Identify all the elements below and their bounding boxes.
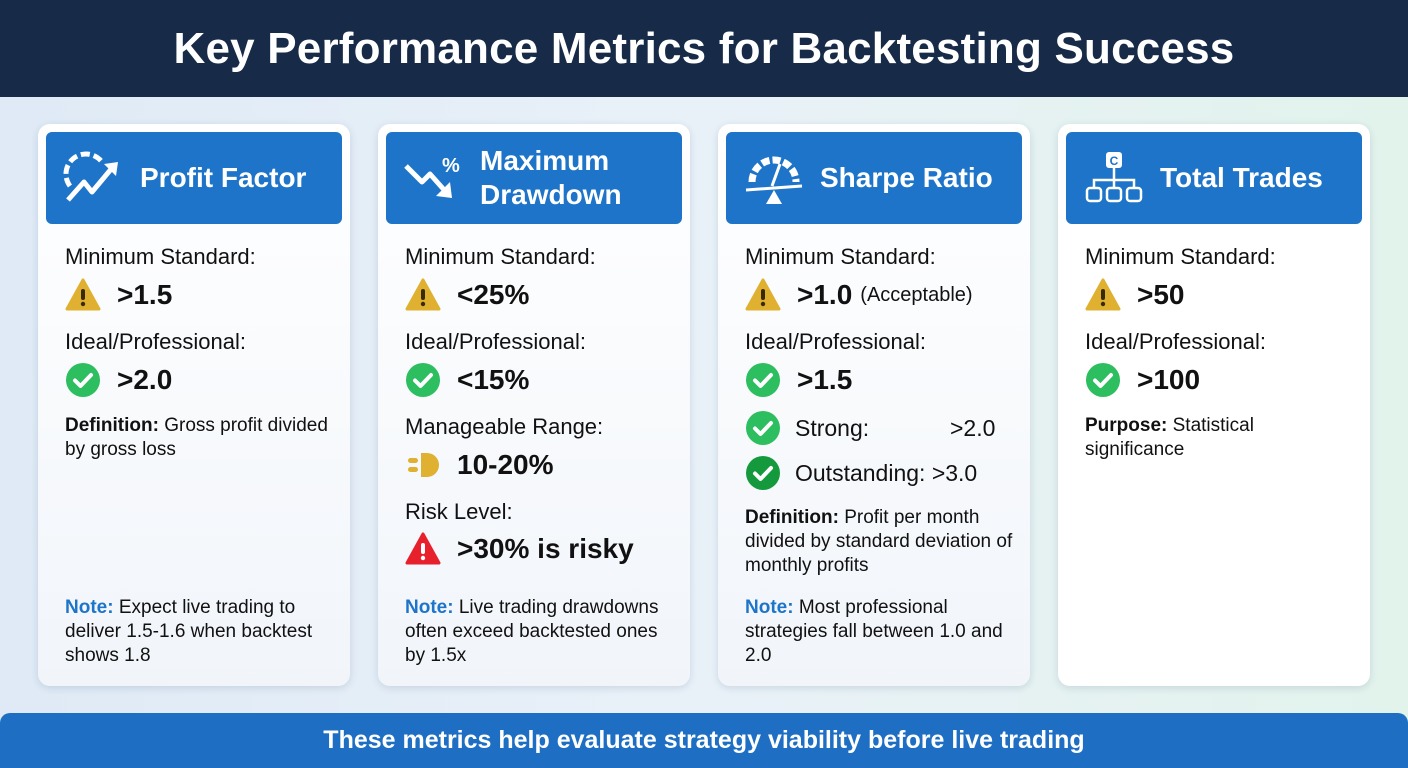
card-title: Total Trades [1160,162,1323,193]
note-text: Expect live trading to deliver 1.5-1.6 w… [65,597,313,666]
value-text: 10-20% [457,449,554,480]
min-standard-value: >1.5 [65,277,172,313]
check-icon [405,362,441,398]
value-text: <25% [457,279,530,310]
trend-down-percent-icon: % [404,155,460,198]
hierarchy-icon: C [1085,152,1143,203]
purpose-text: Statistical significance [1085,415,1254,460]
check-icon [745,455,781,491]
strong-row: Strong: >2.0 [745,410,995,446]
definition-text: Gross profit divided by gross loss [65,415,328,460]
ideal-label: Ideal/Professional: [745,329,926,354]
ideal-value: >2.0 [65,362,172,398]
card-profit-factor: Profit Factor Minimum Standard: >1.5 Ide… [38,124,350,686]
note-text: Most professional strategies fall betwee… [745,597,1003,666]
svg-text:C: C [1110,154,1119,168]
card-total-trades: C Total Trades Minimum Standard: >50 Ide… [1058,124,1370,686]
card-title: Maximum Drawdown [480,144,622,212]
card-header: Profit Factor [46,132,342,224]
ideal-label: Ideal/Professional: [65,329,246,354]
svg-text:%: % [442,155,460,177]
gauge-balance-icon [745,156,803,204]
range-label: Manageable Range: [405,414,604,439]
check-icon [745,362,781,398]
min-standard-label: Minimum Standard: [65,244,256,269]
warning-icon [1085,277,1121,313]
note-label: Note: [745,597,794,618]
value-text: >50 [1137,279,1185,310]
warning-icon [65,277,101,313]
value-text: >2.0 [117,364,173,395]
plug-icon [405,447,441,483]
value-text: >30% is risky [457,533,634,564]
footer-banner: These metrics help evaluate strategy via… [0,713,1408,768]
note: Note: Most professional strategies fall … [745,596,1015,668]
strong-value: >2.0 [950,414,996,441]
value-text: >1.0 [797,279,853,310]
outstanding-label: Outstanding: [795,459,926,486]
footer-text: These metrics help evaluate strategy via… [323,726,1085,754]
note-label: Note: [405,597,454,618]
value-text: >1.5 [797,364,853,395]
ideal-value: >100 [1085,362,1200,398]
check-icon [1085,362,1121,398]
card-header: Sharpe Ratio [726,132,1022,224]
card-header: C Total Trades [1066,132,1362,224]
title-line-2: Drawdown [480,179,622,210]
min-standard-label: Minimum Standard: [1085,244,1276,269]
header-banner: Key Performance Metrics for Backtesting … [0,0,1408,97]
card-maximum-drawdown: % Maximum Drawdown Minimum Standard: <25%… [378,124,690,686]
min-standard-value: >1.0 (Acceptable) [745,277,973,313]
value-qualifier: (Acceptable) [860,283,973,306]
ideal-label: Ideal/Professional: [405,329,586,354]
note-text: Live trading drawdowns often exceed back… [405,597,659,666]
title-line-1: Maximum [480,145,610,176]
risk-value: >30% is risky [405,531,634,567]
definition-text: Profit per month divided by standard dev… [745,507,1013,576]
note: Note: Live trading drawdowns often excee… [405,596,675,668]
card-header: % Maximum Drawdown [386,132,682,224]
definition: Definition: Profit per month divided by … [745,506,1015,578]
value-text: <15% [457,364,530,395]
risk-label: Risk Level: [405,499,513,524]
ideal-value: >1.5 [745,362,852,398]
note: Note: Expect live trading to deliver 1.5… [65,596,335,668]
value-text: >100 [1137,364,1201,395]
trend-up-arrow-icon [63,151,118,202]
min-standard-label: Minimum Standard: [745,244,936,269]
min-standard-value: <25% [405,277,529,313]
page-title: Key Performance Metrics for Backtesting … [173,23,1235,73]
definition-label: Definition: [65,415,159,436]
definition-label: Definition: [745,507,839,528]
check-icon [745,410,781,446]
strong-label: Strong: [795,414,870,441]
outstanding-value: >3.0 [931,459,978,486]
definition: Definition: Gross profit divided by gros… [65,414,335,462]
card-sharpe-ratio: Sharpe Ratio Minimum Standard: >1.0 (Acce… [718,124,1030,686]
danger-icon [405,531,441,567]
ideal-label: Ideal/Professional: [1085,329,1266,354]
value-text: >1.5 [117,279,173,310]
ideal-value: <15% [405,362,529,398]
card-title: Sharpe Ratio [820,162,993,193]
warning-icon [405,277,441,313]
range-value: 10-20% [405,447,554,483]
note-label: Note: [65,597,114,618]
card-title: Profit Factor [140,162,307,193]
min-standard-value: >50 [1085,277,1185,313]
purpose-label: Purpose: [1085,415,1168,436]
purpose: Purpose: Statistical significance [1085,414,1355,462]
check-icon [65,362,101,398]
warning-icon [745,277,781,313]
outstanding-row: Outstanding: >3.0 [745,455,977,491]
min-standard-label: Minimum Standard: [405,244,596,269]
